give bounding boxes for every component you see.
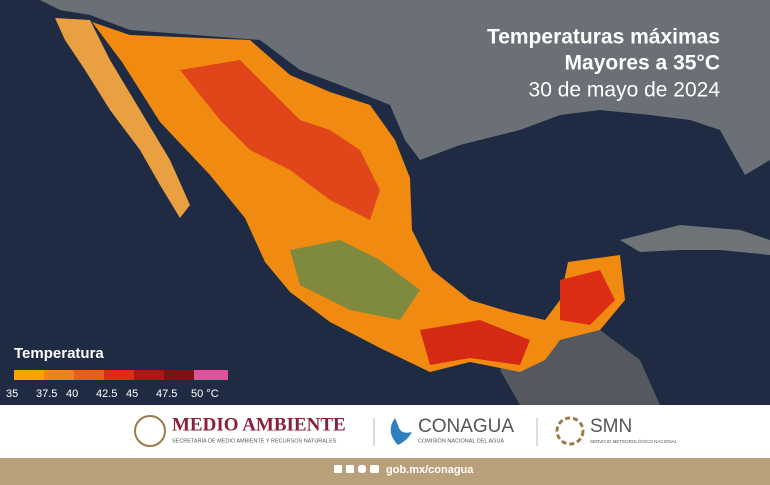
legend-swatch (194, 370, 228, 380)
baja-california (55, 18, 190, 218)
legend-swatch (74, 370, 104, 380)
legend-swatch (14, 370, 44, 380)
date: 30 de mayo de 2024 (529, 79, 721, 102)
smn-sub: SERVICIO METEOROLÓGICO NACIONAL (590, 438, 678, 444)
hot-zone-south (420, 320, 530, 365)
icon-facebook[interactable] (334, 465, 342, 473)
legend-swatch (104, 370, 134, 380)
legend-label: 50 °C (191, 388, 219, 400)
highlands (290, 240, 420, 320)
title: Temperaturas máximas (487, 26, 720, 49)
icon-youtube[interactable] (370, 465, 379, 473)
legend-label: 45 (126, 388, 138, 400)
icon-x[interactable] (346, 465, 354, 473)
land-usa (40, 0, 770, 175)
footer-band (0, 405, 770, 458)
legend-label: 40 (66, 388, 78, 400)
semarnat-sub: SECRETARÍA DE MEDIO AMBIENTE Y RECURSOS … (172, 437, 337, 444)
title: Mayores a 35°C (565, 52, 720, 75)
url[interactable]: gob.mx/conagua (386, 464, 474, 476)
legend-label: 37.5 (36, 388, 57, 400)
semarnat: MEDIO AMBIENTE (172, 414, 346, 435)
logo-smn (555, 416, 585, 446)
hot-zone-north (180, 60, 380, 220)
icon-instagram[interactable] (358, 465, 366, 473)
logo-semarnat (134, 415, 166, 447)
logo-conagua (390, 418, 412, 445)
legend: 35 37.5 40 42.5 45 47.5 50 °C (6, 370, 228, 400)
legend-swatch (164, 370, 194, 380)
conagua-sub: COMISIÓN NACIONAL DEL AGUA (418, 437, 504, 444)
hot-zone-yucatan (560, 270, 615, 325)
legend-label: 35 (6, 388, 18, 400)
legend-swatch (134, 370, 164, 380)
legend-swatch (44, 370, 74, 380)
legend-title: Temperatura (14, 345, 104, 362)
conagua: CONAGUA (418, 416, 514, 437)
land-cuba (620, 225, 770, 255)
smn: SMN (590, 416, 632, 437)
legend-label: 47.5 (156, 388, 177, 400)
bottom-band (0, 458, 770, 485)
legend-label: 42.5 (96, 388, 117, 400)
